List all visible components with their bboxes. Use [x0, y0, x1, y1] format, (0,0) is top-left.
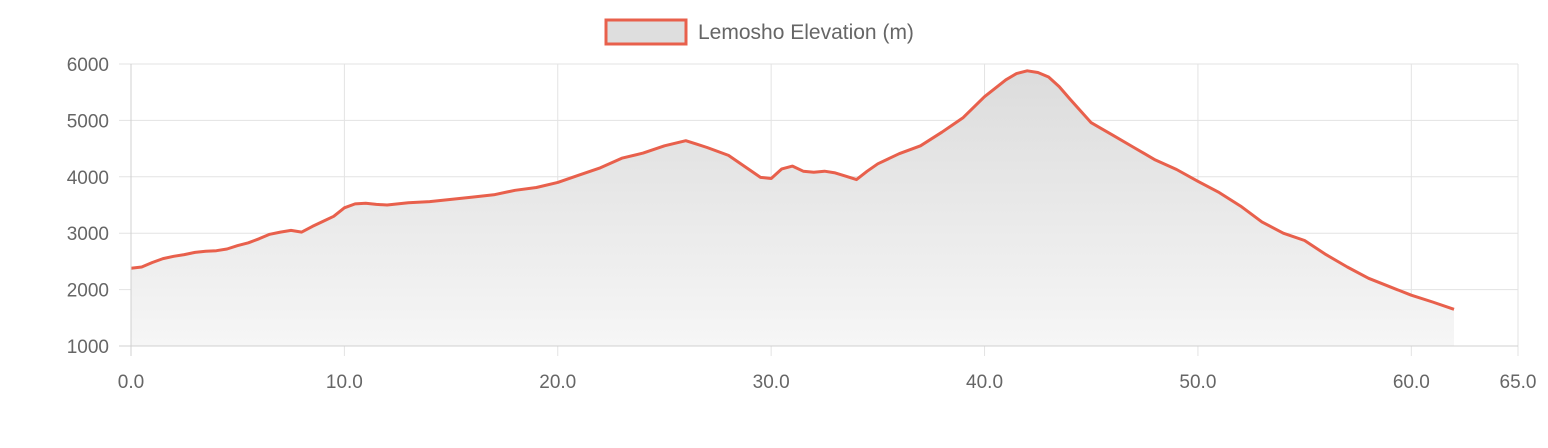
y-tick-label: 6000 — [67, 55, 109, 76]
x-tick-label: 65.0 — [1500, 372, 1537, 393]
elevation-area-fill — [131, 70, 1454, 347]
y-tick-label: 1000 — [67, 337, 109, 358]
x-tick-label: 10.0 — [326, 372, 363, 393]
axes: 1000 2000 3000 4000 5000 6000 0.0 10.0 20.0 30.0 4… — [67, 55, 1537, 393]
x-tick-label: 40.0 — [966, 372, 1003, 393]
elevation-line — [130, 69, 1455, 311]
legend-swatch — [604, 18, 688, 46]
y-tick-label: 5000 — [67, 111, 109, 132]
y-tick-label: 2000 — [67, 281, 109, 302]
legend: Lemosho Elevation (m) — [604, 18, 914, 46]
x-tick-label: 30.0 — [753, 372, 790, 393]
y-tick-label: 4000 — [67, 168, 109, 189]
legend-label: Lemosho Elevation (m) — [698, 21, 914, 44]
x-tick-label: 20.0 — [539, 372, 576, 393]
x-tick-label: 60.0 — [1393, 372, 1430, 393]
y-tick-label: 3000 — [67, 224, 109, 245]
x-tick-label: 50.0 — [1179, 372, 1216, 393]
area-layer — [130, 69, 1455, 347]
x-tick-label: 0.0 — [118, 372, 144, 393]
